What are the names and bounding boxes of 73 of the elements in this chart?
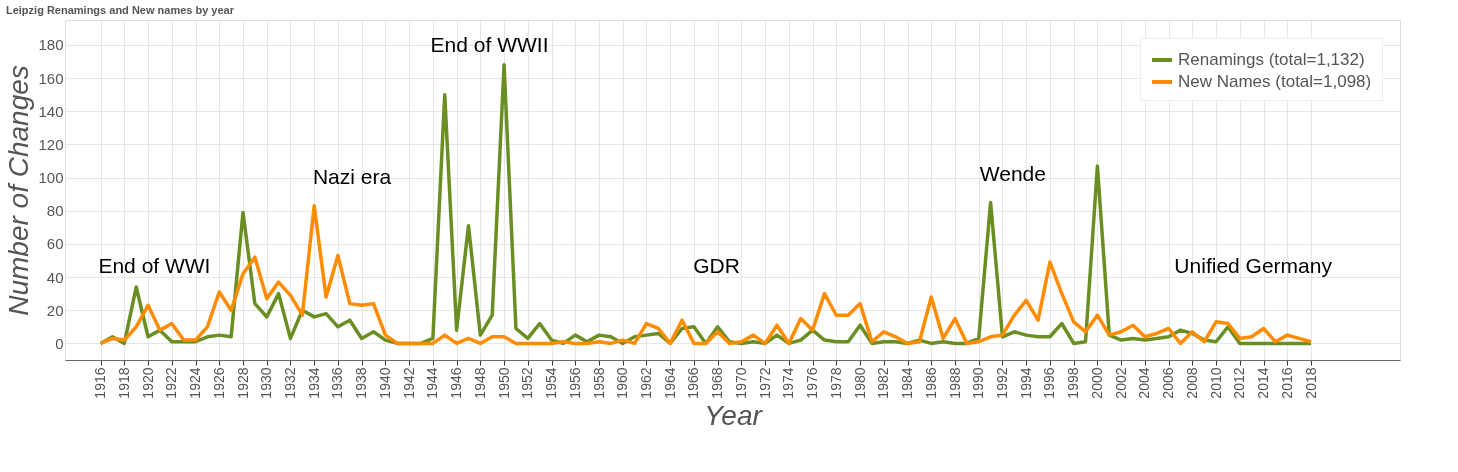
- x-tick-label: 1964: [661, 367, 678, 399]
- x-tick-label: 1998: [1065, 367, 1082, 399]
- x-tick-label: 1994: [1017, 367, 1034, 399]
- x-tick-label: 1996: [1041, 367, 1058, 399]
- x-tick-label: 1930: [258, 367, 275, 399]
- y-tick-label: 120: [38, 135, 64, 153]
- y-tick-label: 40: [46, 268, 64, 286]
- annotation: Unified Germany: [1174, 253, 1333, 277]
- x-tick-label: 1976: [804, 367, 821, 399]
- y-tick-label: 180: [38, 36, 64, 54]
- x-tick-label: 1972: [756, 367, 773, 399]
- x-tick-label: 1960: [614, 367, 631, 399]
- x-tick-label: 2004: [1136, 367, 1153, 399]
- x-tick-label: 1954: [543, 367, 560, 399]
- y-axis-title: Number of Changes: [3, 65, 35, 316]
- x-tick-label: 1918: [115, 367, 132, 399]
- x-tick-label: 1932: [281, 367, 298, 399]
- y-tick-label: 60: [46, 235, 64, 253]
- x-tick-label: 1948: [471, 367, 488, 399]
- annotation: End of WWII: [430, 32, 549, 56]
- x-tick-label: 1946: [448, 367, 465, 399]
- y-tick-label: 20: [46, 301, 64, 319]
- x-tick-label: 1970: [732, 367, 749, 399]
- x-tick-label: 1990: [970, 367, 987, 399]
- x-tick-label: 1926: [210, 367, 227, 399]
- x-tick-label: 2008: [1183, 367, 1200, 399]
- x-tick-label: 1944: [424, 367, 441, 399]
- y-tick-label: 0: [55, 334, 64, 352]
- x-tick-label: 1920: [139, 367, 156, 399]
- x-tick-label: 2018: [1302, 367, 1319, 399]
- annotation: GDR: [693, 253, 740, 277]
- x-tick-label: 1940: [376, 367, 393, 399]
- x-tick-label: 1974: [780, 367, 797, 399]
- annotation: Wende: [979, 161, 1046, 185]
- x-tick-label: 1950: [495, 367, 512, 399]
- x-tick-label: 1984: [899, 367, 916, 399]
- x-tick-label: 1978: [827, 367, 844, 399]
- x-tick-label: 1928: [234, 367, 251, 399]
- legend-label: New Names (total=1,098): [1178, 72, 1372, 91]
- x-tick-label: 2014: [1255, 367, 1272, 399]
- x-tick-label: 1938: [353, 367, 370, 399]
- x-axis-title: Year: [704, 399, 764, 431]
- x-tick-label: 2000: [1088, 367, 1105, 399]
- x-tick-label: 1988: [946, 367, 963, 399]
- x-tick-label: 2010: [1207, 367, 1224, 399]
- x-tick-label: 1936: [329, 367, 346, 399]
- x-tick-label: 1986: [922, 367, 939, 399]
- x-tick-label: 1962: [637, 367, 654, 399]
- x-tick-label: 2006: [1160, 367, 1177, 399]
- x-tick-label: 2012: [1231, 367, 1248, 399]
- x-tick-label: 1968: [709, 367, 726, 399]
- chart-title: Leipzig Renamings and New names by year: [5, 4, 235, 16]
- x-tick-label: 1982: [875, 367, 892, 399]
- annotation: Nazi era: [312, 164, 392, 188]
- x-tick-label: 1916: [92, 367, 109, 399]
- x-tick-label: 1956: [566, 367, 583, 399]
- x-tick-label: 1934: [305, 367, 322, 399]
- x-tick-label: 2002: [1112, 367, 1129, 399]
- x-tick-label: 1958: [590, 367, 607, 399]
- y-tick-label: 100: [38, 169, 64, 187]
- x-tick-label: 1922: [163, 367, 180, 399]
- annotation: End of WWI: [98, 253, 211, 277]
- x-tick-label: 1966: [685, 367, 702, 399]
- x-tick-label: 1980: [851, 367, 868, 399]
- y-tick-label: 80: [46, 202, 64, 220]
- x-tick-label: 1992: [993, 367, 1010, 399]
- legend-label: Renamings (total=1,132): [1178, 50, 1365, 69]
- x-tick-label: 1924: [187, 367, 204, 399]
- y-tick-label: 160: [38, 69, 64, 87]
- x-tick-label: 2016: [1278, 367, 1295, 399]
- y-tick-label: 140: [38, 102, 64, 120]
- x-tick-label: 1952: [519, 367, 536, 399]
- x-tick-label: 1942: [400, 367, 417, 399]
